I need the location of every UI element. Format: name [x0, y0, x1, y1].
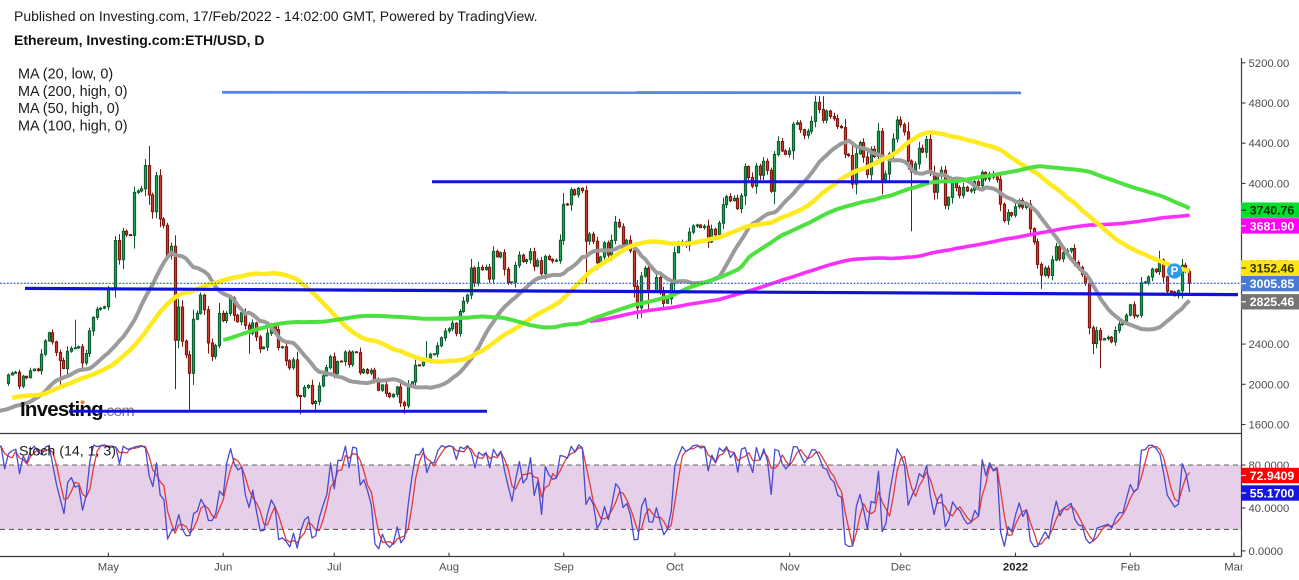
svg-text:Dec: Dec: [891, 562, 911, 574]
svg-text:3005.85: 3005.85: [1250, 277, 1295, 291]
svg-text:Aug: Aug: [439, 562, 459, 574]
svg-text:Feb: Feb: [1121, 562, 1140, 574]
svg-text:2825.46: 2825.46: [1250, 295, 1295, 309]
svg-text:Sep: Sep: [554, 562, 574, 574]
svg-text:1600.00: 1600.00: [1249, 420, 1290, 432]
svg-text:Jun: Jun: [214, 562, 232, 574]
svg-text:MA (200, high, 0): MA (200, high, 0): [18, 84, 128, 100]
svg-text:Published on Investing.com, 17: Published on Investing.com, 17/Feb/2022 …: [14, 8, 538, 24]
svg-text:2000.00: 2000.00: [1249, 379, 1290, 391]
svg-text:0.0000: 0.0000: [1249, 546, 1284, 558]
svg-text:2022: 2022: [1003, 562, 1028, 574]
svg-text:3152.46: 3152.46: [1250, 261, 1295, 275]
svg-text:4000.00: 4000.00: [1249, 178, 1290, 190]
svg-text:3681.90: 3681.90: [1250, 219, 1295, 233]
svg-text:Ethereum, Investing.com:ETH/US: Ethereum, Investing.com:ETH/USD, D: [14, 32, 264, 48]
svg-text:4800.00: 4800.00: [1249, 98, 1290, 110]
svg-text:MA (100, high, 0): MA (100, high, 0): [18, 118, 128, 134]
svg-text:4400.00: 4400.00: [1249, 138, 1290, 150]
svg-text:40.0000: 40.0000: [1249, 503, 1290, 515]
svg-text:3740.76: 3740.76: [1250, 204, 1295, 218]
svg-text:2400.00: 2400.00: [1249, 339, 1290, 351]
svg-text:55.1700: 55.1700: [1250, 486, 1295, 500]
svg-text:Nov: Nov: [780, 562, 800, 574]
svg-text:Stoch (14, 1, 3): Stoch (14, 1, 3): [19, 444, 116, 460]
svg-text:Mar: Mar: [1224, 562, 1244, 574]
svg-text:P: P: [1171, 266, 1179, 278]
svg-text:Oct: Oct: [666, 562, 684, 574]
svg-text:MA (20, low, 0): MA (20, low, 0): [18, 67, 113, 83]
svg-text:MA (50, high, 0): MA (50, high, 0): [18, 101, 120, 117]
svg-text:5200.00: 5200.00: [1249, 58, 1290, 70]
svg-text:Jul: Jul: [327, 562, 341, 574]
svg-text:Investing.com: Investing.com: [20, 398, 134, 421]
svg-text:May: May: [98, 562, 120, 574]
svg-text:72.9409: 72.9409: [1250, 469, 1295, 483]
